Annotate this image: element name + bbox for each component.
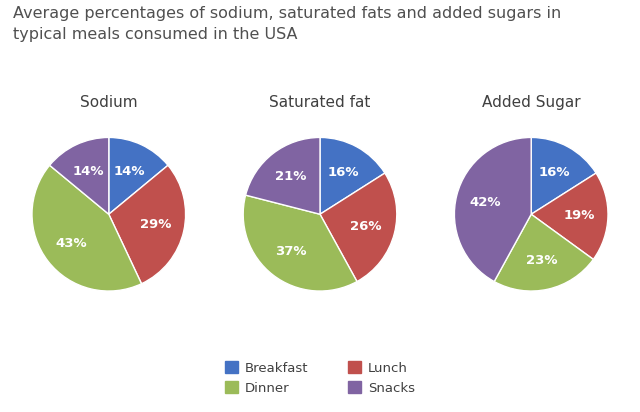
Wedge shape <box>494 214 593 291</box>
Title: Added Sugar: Added Sugar <box>482 95 580 110</box>
Wedge shape <box>243 195 357 291</box>
Title: Sodium: Sodium <box>80 95 138 110</box>
Text: 19%: 19% <box>563 209 595 222</box>
Wedge shape <box>32 165 141 291</box>
Text: Average percentages of sodium, saturated fats and added sugars in
typical meals : Average percentages of sodium, saturated… <box>13 6 561 42</box>
Legend: Breakfast, Dinner, Lunch, Snacks: Breakfast, Dinner, Lunch, Snacks <box>219 355 421 401</box>
Text: 23%: 23% <box>526 254 557 267</box>
Wedge shape <box>320 138 385 214</box>
Text: 42%: 42% <box>469 196 501 209</box>
Wedge shape <box>109 165 186 284</box>
Wedge shape <box>320 173 397 281</box>
Text: 16%: 16% <box>538 166 570 179</box>
Text: 14%: 14% <box>73 165 104 178</box>
Text: 16%: 16% <box>327 166 358 179</box>
Text: 21%: 21% <box>275 170 307 183</box>
Text: 43%: 43% <box>56 237 87 250</box>
Wedge shape <box>454 138 531 281</box>
Title: Saturated fat: Saturated fat <box>269 95 371 110</box>
Text: 29%: 29% <box>140 218 171 231</box>
Text: 14%: 14% <box>113 165 145 178</box>
Wedge shape <box>109 138 168 214</box>
Wedge shape <box>531 173 608 260</box>
Wedge shape <box>531 138 596 214</box>
Wedge shape <box>246 138 320 214</box>
Text: 26%: 26% <box>350 220 382 233</box>
Wedge shape <box>50 138 109 214</box>
Text: 37%: 37% <box>275 246 307 258</box>
